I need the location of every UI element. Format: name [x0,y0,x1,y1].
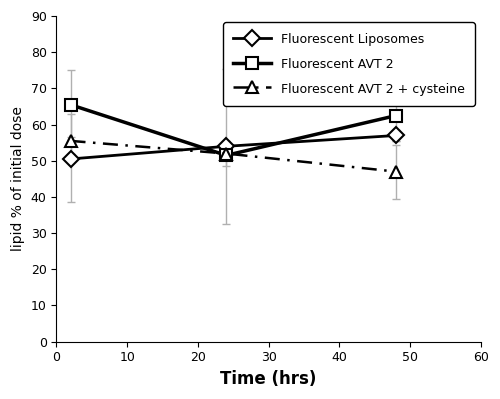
Fluorescent AVT 2 + cysteine [68,138,73,143]
Line: Fluorescent Liposomes: Fluorescent Liposomes [65,130,402,164]
X-axis label: Time (hrs): Time (hrs) [220,370,317,388]
Line: Fluorescent AVT 2: Fluorescent AVT 2 [65,99,402,161]
Legend: Fluorescent Liposomes, Fluorescent AVT 2, Fluorescent AVT 2 + cysteine: Fluorescent Liposomes, Fluorescent AVT 2… [224,22,474,106]
Fluorescent AVT 2 [223,153,229,158]
Line: Fluorescent AVT 2 + cysteine: Fluorescent AVT 2 + cysteine [65,135,402,177]
Fluorescent AVT 2 + cysteine [223,151,229,156]
Fluorescent AVT 2 [393,113,399,118]
Fluorescent Liposomes [393,133,399,138]
Fluorescent AVT 2 + cysteine [393,169,399,174]
Fluorescent Liposomes [223,144,229,149]
Fluorescent Liposomes [68,156,73,161]
Fluorescent AVT 2 [68,102,73,107]
Y-axis label: lipid % of initial dose: lipid % of initial dose [11,107,25,251]
